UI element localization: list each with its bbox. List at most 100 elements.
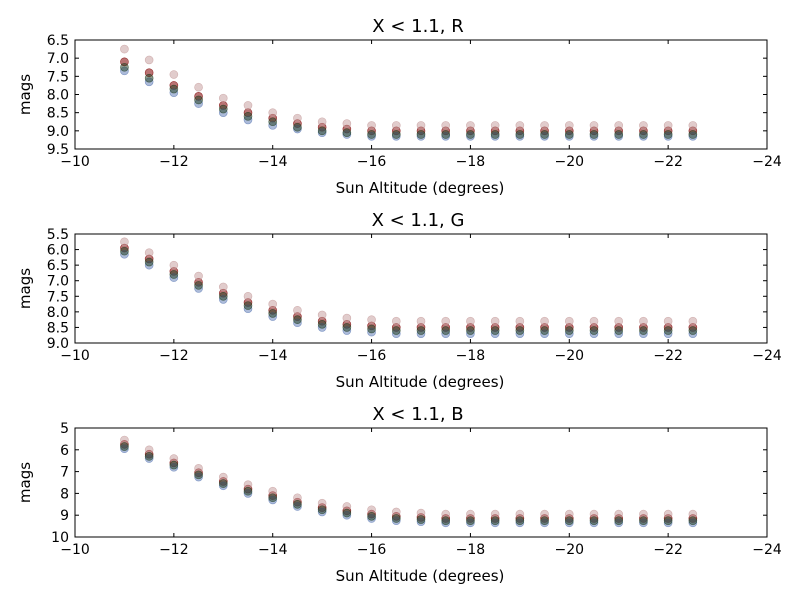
panel-r: X < 1.1, R 6.57.07.58.08.59.09.5 −10 −12−… [16,16,782,197]
data-point [441,121,451,130]
x-tick-label: −22 [653,542,683,558]
data-point [293,113,302,123]
y-tick-label: 8.0 [47,305,69,321]
data-point [169,270,179,279]
data-point [268,309,278,318]
data-point [120,442,129,451]
x-tick-label: −12 [159,348,189,364]
y-tick-label: 9.0 [47,336,69,352]
y-tick-label: 8.5 [47,106,69,122]
data-point [120,237,129,247]
data-point [293,305,302,315]
data-point [663,121,673,130]
data-point [218,93,228,103]
data-point [564,121,574,130]
data-point [663,316,673,326]
x-axis-label: Sun Altitude (degrees) [336,373,505,391]
chart-title: X < 1.1, G [372,210,465,231]
data-point [688,326,698,335]
data-point [515,516,525,525]
data-point [243,301,253,310]
x-tick-label: −22 [653,154,683,170]
data-point [663,130,673,139]
data-point [441,316,451,326]
data-point [515,121,525,130]
plot-frame [74,39,768,150]
x-tick-label: −24 [752,542,782,558]
data-point [466,516,475,525]
y-tick-label: 6 [60,443,69,459]
y-tick-label: 5.5 [47,227,69,243]
data-point [639,121,648,130]
data-point [243,112,253,121]
data-point [367,130,376,139]
x-tick-label: −12 [159,154,189,170]
data-point [540,130,549,139]
y-tick-label: 6.5 [47,33,69,49]
data-point [639,130,648,139]
data-point [441,130,451,139]
x-tick-label: −14 [258,542,288,558]
data-point [144,452,154,461]
data-point [639,316,648,326]
data-point [391,121,401,130]
y-tick-labels: 6.5 7.0 7.5 8.0 8.5 9.0 9.5 [47,33,69,158]
x-tick-labels: −10 −12 −14 −16 −18 −20 −22 −24 [60,542,782,558]
data-point [243,291,253,301]
data-point [416,316,426,326]
data-point [540,326,549,335]
data-point [243,486,253,496]
data-point [367,315,376,324]
data-point [144,257,154,267]
data-point [589,516,599,525]
data-point [688,121,698,130]
y-tick-label: 8.5 [47,320,69,336]
data-point [614,130,624,139]
x-tick-label: −16 [357,348,387,364]
x-tick-label: −20 [555,154,585,170]
data-point [466,130,475,139]
data-point [639,326,648,335]
data-point [564,316,574,326]
data-point [466,326,475,335]
x-tick-label: −22 [653,348,683,364]
y-tick-label: 7 [60,465,69,481]
x-tick-label: −14 [258,154,288,170]
x-tick-label: −10 [60,348,90,364]
data-point [342,508,352,518]
data-point [169,460,179,470]
data-point [540,516,549,525]
data-point [589,316,599,326]
data-point [194,281,203,290]
data-point [268,299,278,309]
data-point [268,493,278,503]
y-tick-labels: 5 6 7 8 9 10 [51,421,69,546]
data-point [243,101,253,110]
data-point [490,130,500,139]
data-point [688,130,698,139]
data-point [441,326,451,335]
data-point [663,516,673,525]
data-point [293,499,302,509]
y-tick-label: 7.5 [47,289,69,305]
data-point [218,282,228,292]
data-point [614,316,624,326]
data-point [293,315,302,324]
y-axis-label: mags [16,268,34,309]
x-tick-label: −14 [258,348,288,364]
x-tick-label: −16 [357,542,387,558]
data-point [120,62,129,72]
data-point [391,514,401,523]
data-point [540,316,549,326]
data-point [120,44,129,54]
data-point [515,316,525,326]
data-point [342,119,352,128]
data-point [416,130,426,139]
data-point [367,511,376,521]
data-point [194,82,203,92]
data-point [614,516,624,525]
x-tick-label: −10 [60,154,90,170]
data-point [391,326,401,335]
data-point [194,95,203,105]
